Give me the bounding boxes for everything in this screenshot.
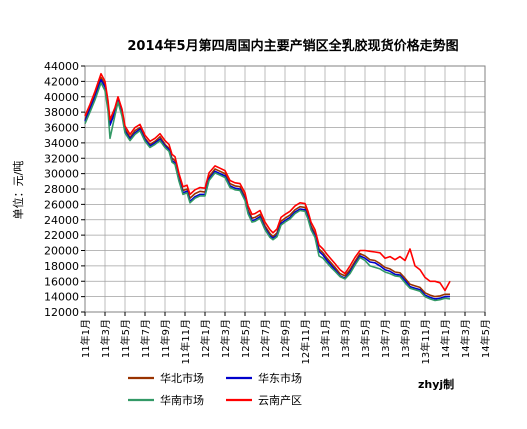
y-tick-label: 16000 [44,275,79,288]
y-tick-label: 20000 [44,245,79,258]
y-tick-label: 22000 [44,229,79,242]
x-tick-label: 14年1月 [439,319,452,358]
x-tick-label: 13年11月 [419,319,432,364]
legend-label: 华北市场 [160,371,204,385]
x-tick-label: 11年9月 [159,319,172,358]
series-lines [84,72,451,302]
series-line [84,76,450,298]
y-tick-label: 30000 [44,168,79,181]
x-tick-label: 12年9月 [279,319,292,358]
x-tick-label: 13年5月 [359,319,372,358]
y-tick-label: 12000 [44,306,79,319]
legend-label: 云南产区 [258,393,302,407]
y-tick-label: 32000 [44,152,79,165]
y-tick-label: 18000 [44,260,79,273]
x-axis: 11年1月 11年3月 11年5月 11年7月 11年9月 11年11月 12年1月 12年3… [79,312,492,364]
x-tick-label: 11年11月 [179,319,192,364]
x-tick-label: 14年5月 [479,319,492,358]
x-tick-label: 13年3月 [339,319,352,358]
series-line [84,72,451,292]
x-tick-label: 11年3月 [99,319,112,358]
y-tick-label: 36000 [44,122,79,135]
x-tick-label: 12年7月 [259,319,272,358]
x-tick-label: 13年9月 [399,319,412,358]
x-tick-label: 12年5月 [239,319,252,358]
x-tick-label: 11年7月 [139,319,152,358]
y-tick-label: 24000 [44,214,79,227]
y-axis: 12000 14000 16000 18000 20000 22000 24000 26000… [44,60,85,319]
grid [84,65,486,313]
chart-title: 2014年5月第四周国内主要产销区全乳胶现货价格走势图 [127,38,458,54]
y-tick-label: 38000 [44,106,79,119]
y-axis-label: 单位：元/吨 [11,161,25,220]
y-tick-label: 40000 [44,91,79,104]
credit-label: zhyj制 [418,377,454,391]
y-tick-label: 34000 [44,137,79,150]
legend-label: 华南市场 [160,393,204,407]
legend-label: 华东市场 [258,371,302,385]
y-tick-label: 26000 [44,198,79,211]
y-tick-label: 42000 [44,75,79,88]
y-tick-label: 44000 [44,60,79,73]
y-tick-label: 14000 [44,291,79,304]
series-line [84,82,451,302]
x-tick-label: 13年1月 [319,319,332,358]
x-tick-label: 12年3月 [219,319,232,358]
x-tick-label: 14年3月 [459,319,472,358]
y-tick-label: 28000 [44,183,79,196]
x-tick-label: 11年1月 [79,319,92,358]
x-tick-label: 12年11月 [299,319,312,364]
x-tick-label: 12年1月 [199,319,212,358]
x-tick-label: 13年7月 [379,319,392,358]
x-tick-label: 11年5月 [119,319,132,358]
